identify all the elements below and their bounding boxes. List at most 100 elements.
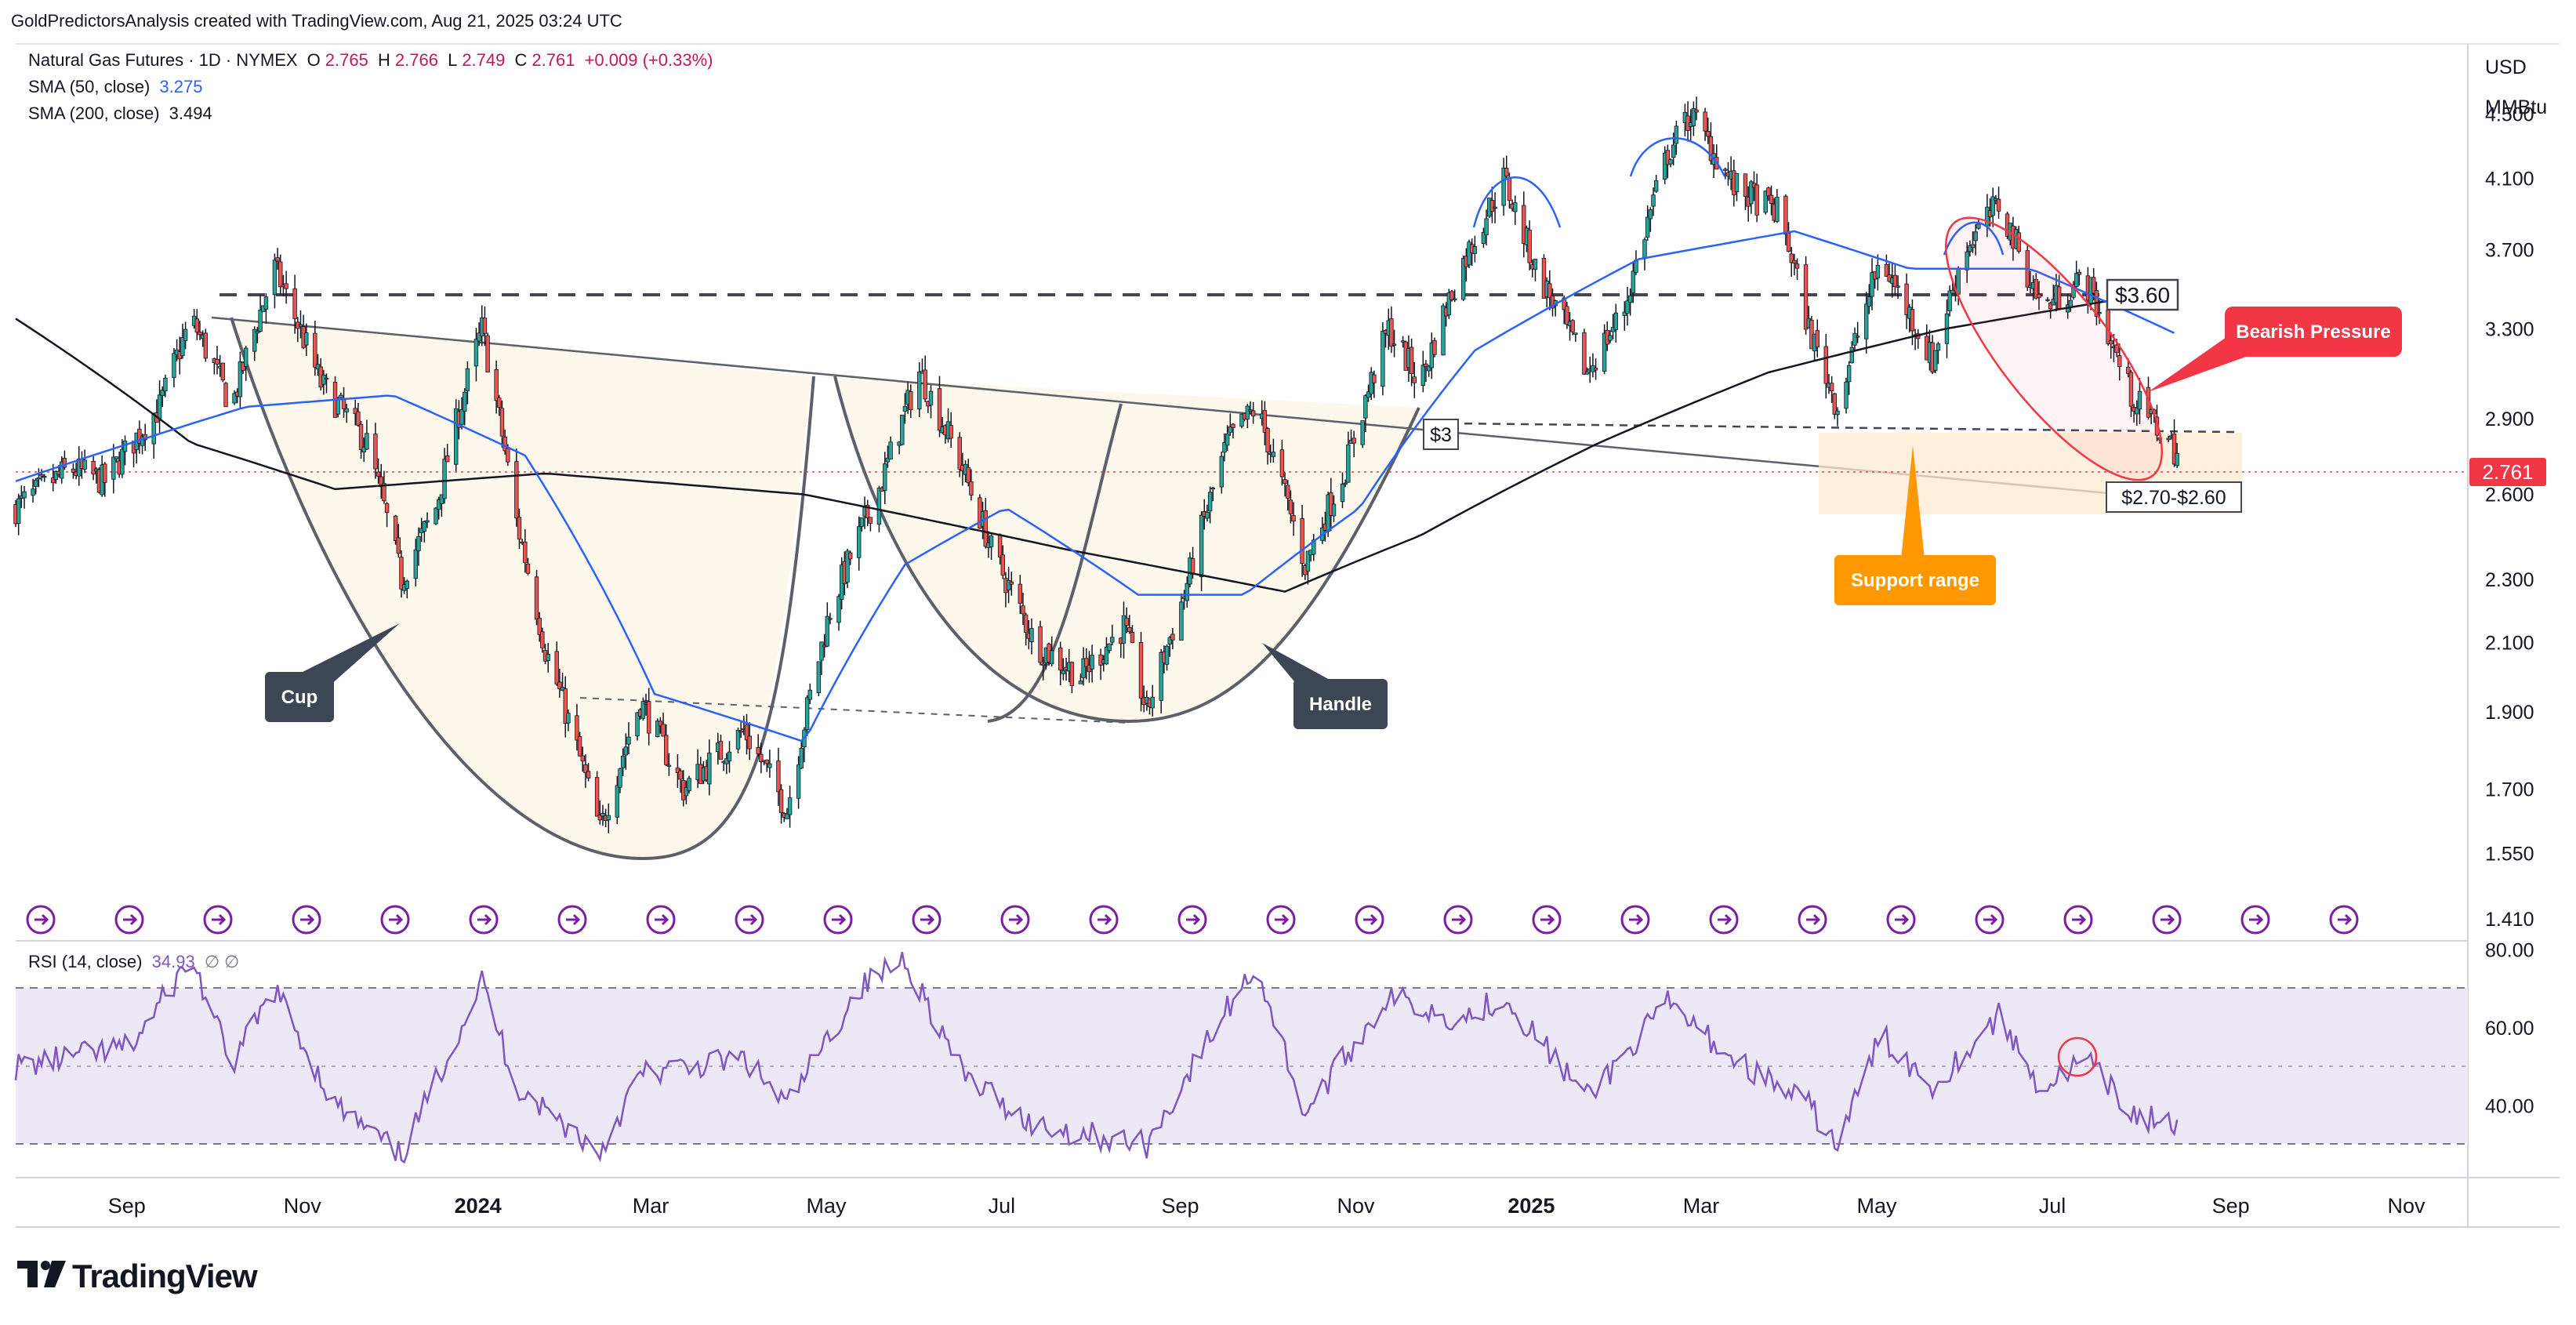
candle-body [1501,167,1506,206]
event-arrow-icon[interactable] [735,905,764,935]
support-range-tag: $2.70-$2.60 [2106,481,2242,513]
time-tick: 2024 [455,1194,502,1218]
symbol-legend[interactable]: Natural Gas Futures · 1D · NYMEX O 2.765 … [28,50,717,71]
candle-body [678,770,683,780]
time-tick: Nov [284,1194,322,1218]
event-arrow-icon[interactable] [292,905,321,935]
high-label: H [377,50,390,70]
candle-body [1973,231,1978,241]
candle-body [787,797,793,815]
candle-body [1351,437,1356,444]
candle-body [1190,557,1195,575]
candle-body [1009,581,1014,585]
event-arrow-icon[interactable] [1089,905,1119,935]
candle-body [442,459,447,499]
candle-body [525,563,531,574]
event-arrow-icon[interactable] [557,905,587,935]
candle-body [684,786,689,797]
sma200-line [15,289,2175,593]
event-arrow-icon[interactable] [1443,905,1473,935]
event-arrow-icon[interactable] [114,905,144,935]
candle-body [868,517,873,524]
event-arrow-icon[interactable] [1266,905,1296,935]
rsi-axis[interactable]: 80.00 60.00 40.00 [2485,939,2534,1117]
candle-body [640,701,646,719]
candle-body [778,789,784,814]
event-arrow-icon[interactable] [912,905,942,935]
cup-area-shading [231,318,1419,859]
event-arrow-icon[interactable] [1620,905,1650,935]
candle-body [2077,271,2082,275]
sma50-legend[interactable]: SMA (50, close) 3.275 [28,77,207,97]
candle-body [664,735,669,765]
rsi-label: RSI (14, close) [28,952,143,971]
tradingview-logo[interactable]: TradingView [17,1258,258,1295]
candle-body [1743,173,1748,197]
level-3-tag: $3 [1423,419,1459,450]
event-arrow-icon[interactable] [1886,905,1916,935]
candle-body [620,755,626,768]
candle-body [1288,499,1293,514]
candle-body [1504,168,1509,177]
candle-body [764,759,769,764]
candle-body [1000,554,1005,575]
candle-body [796,764,801,799]
sma200-legend[interactable]: SMA (200, close) 3.494 [28,103,217,124]
candle-body [885,457,891,463]
event-arrow-icon[interactable] [1975,905,2005,935]
event-arrow-icon[interactable] [2240,905,2270,935]
candle-body [534,576,539,620]
candle-body [537,618,542,635]
event-arrow-icon[interactable] [823,905,853,935]
event-arrow-icon[interactable] [2329,905,2359,935]
event-arrow-icon[interactable] [2152,905,2182,935]
candle-body [373,434,378,470]
candle-body [635,712,640,737]
currency-label: USD [2485,56,2527,78]
candle-body [1363,395,1368,419]
event-arrow-icon[interactable] [1798,905,1827,935]
event-arrow-icon[interactable] [1709,905,1739,935]
price-tick: 2.100 [2485,633,2534,655]
event-arrow-icon[interactable] [26,905,56,935]
event-icons-row[interactable] [26,905,2359,935]
candle-body [163,377,168,392]
candle-body [1199,514,1204,578]
event-arrow-icon[interactable] [469,905,499,935]
candle-body [292,288,297,319]
event-arrow-icon[interactable] [1532,905,1562,935]
low-value: 2.749 [462,50,506,70]
event-arrow-icon[interactable] [2063,905,2093,935]
candle-body [1844,381,1849,409]
price-tick: 3.300 [2485,319,2534,341]
candle-body [255,330,260,334]
candle-body [172,353,176,379]
candle-body [1432,339,1437,355]
rsi-legend[interactable]: RSI (14, close) 34.93 ∅ ∅ [28,952,244,972]
candle-body [1896,285,1900,288]
event-arrow-icon[interactable] [203,905,233,935]
candle-body [53,470,59,481]
event-arrow-icon[interactable] [1177,905,1207,935]
candle-body [494,369,499,401]
candle-body [1651,194,1656,207]
candle-body [1608,335,1613,341]
event-arrow-icon[interactable] [1000,905,1030,935]
rsi-extra: ∅ ∅ [204,952,240,971]
candle-body [540,631,545,648]
price-axis[interactable]: USD MMBtu 4.500 4.100 3.700 3.300 2.900 2.600… [2485,56,2547,931]
handle-callout: Handle [1262,643,1388,729]
candle-body [1775,197,1780,222]
rsi-tick: 40.00 [2485,1095,2534,1117]
candle-body [1210,487,1215,490]
candle-body [180,337,185,357]
event-arrow-icon[interactable] [1355,905,1384,935]
event-arrow-icon[interactable] [646,905,676,935]
candle-body [1829,383,1834,392]
time-tick: 2025 [1508,1194,1555,1218]
candle-body [546,654,550,661]
event-arrow-icon[interactable] [380,905,410,935]
time-axis[interactable]: Sep Nov 2024 Mar May Jul Sep Nov 2025 Mar May Jul Se… [108,1194,2425,1218]
candle-body [883,463,887,492]
